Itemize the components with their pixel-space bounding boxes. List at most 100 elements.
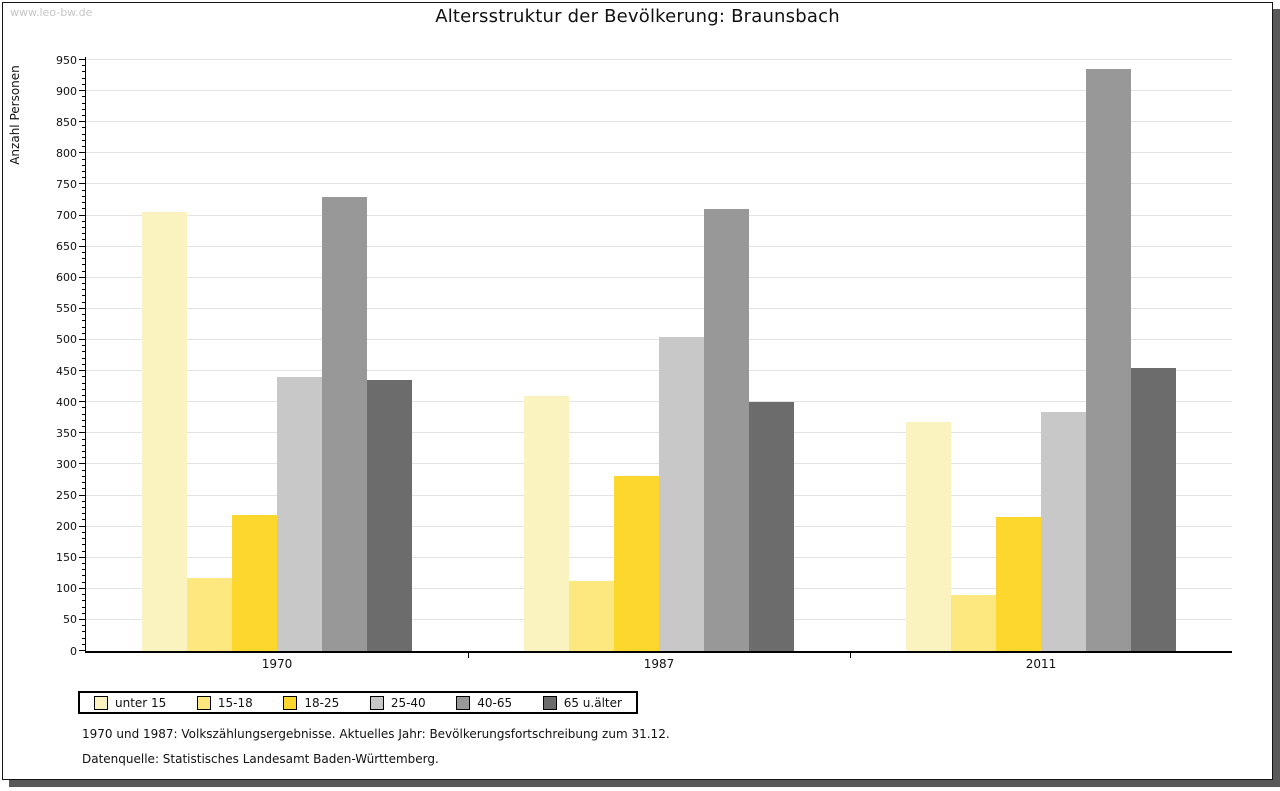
y-tick-label: 300: [56, 457, 77, 471]
y-tick-minor: [82, 202, 86, 204]
bar: [322, 196, 367, 651]
legend-item: unter 15: [94, 695, 167, 710]
y-tick-major: [79, 494, 86, 496]
y-tick-minor: [82, 388, 86, 390]
y-tick-label: 350: [56, 426, 77, 440]
y-tick-label: 800: [56, 146, 77, 160]
y-tick-minor: [82, 139, 86, 141]
y-tick-minor: [82, 482, 86, 483]
y-tick-minor: [82, 469, 86, 471]
y-tick-minor: [82, 575, 86, 577]
y-tick-minor: [82, 171, 86, 172]
legend-item: 25-40: [369, 695, 426, 710]
bar: [277, 377, 322, 651]
bar: [614, 475, 659, 651]
y-axis-label: Anzahl Personen: [8, 65, 22, 165]
x-boundary-tick: [850, 651, 851, 658]
y-tick-minor: [82, 612, 86, 614]
y-tick-major: [79, 59, 86, 60]
y-gridline: [86, 152, 1232, 154]
bar: [749, 402, 794, 651]
y-tick-minor: [82, 444, 86, 446]
y-tick-minor: [82, 544, 86, 546]
y-tick-label: 700: [56, 209, 77, 222]
y-tick-minor: [82, 270, 86, 272]
legend-swatch: [456, 695, 471, 710]
plot-area: 0 50 100 150 200 250 300 350 400 450 500 550 600 650 7…: [56, 54, 1232, 671]
footnote-data-source: Datenquelle: Statistisches Landesamt Bad…: [82, 752, 439, 766]
y-tick-minor: [82, 108, 86, 110]
y-tick-minor: [82, 295, 86, 297]
y-tick-minor: [82, 239, 86, 241]
bar: [951, 595, 996, 651]
y-tick-label: 950: [56, 53, 77, 67]
y-tick-label: 500: [56, 333, 77, 347]
y-tick-label: 600: [56, 271, 77, 285]
y-tick-major: [79, 276, 86, 278]
y-tick-minor: [82, 506, 86, 508]
y-tick-major: [79, 152, 86, 154]
y-tick-minor: [82, 208, 86, 210]
y-tick-minor: [82, 264, 86, 266]
y-tick-minor: [82, 251, 86, 253]
y-tick-major: [79, 183, 86, 185]
y-tick-major: [79, 90, 86, 92]
y-tick-label: 450: [56, 364, 77, 378]
y-tick-minor: [82, 382, 86, 384]
y-tick-minor: [82, 115, 86, 116]
y-tick-minor: [82, 227, 86, 228]
legend-label: 65 u.älter: [563, 695, 622, 710]
y-tick-minor: [82, 189, 86, 191]
bar: [1086, 69, 1131, 651]
y-tick-minor: [82, 643, 86, 645]
y-tick-minor: [82, 500, 86, 502]
y-tick-label: 200: [56, 520, 77, 534]
bar: [367, 380, 412, 651]
y-tick-major: [79, 401, 86, 403]
y-tick-minor: [82, 600, 86, 602]
y-tick-minor: [82, 513, 86, 515]
y-gridline: [86, 183, 1232, 185]
y-tick-minor: [82, 258, 86, 260]
y-tick-minor: [82, 320, 86, 322]
legend-item: 65 u.älter: [542, 695, 622, 710]
legend-label: 40-65: [477, 695, 513, 710]
y-tick-label: 150: [56, 551, 77, 565]
bar: [659, 336, 704, 651]
y-tick-minor: [82, 475, 86, 477]
legend-swatch: [196, 695, 211, 710]
bar: [524, 395, 569, 651]
y-tick-minor: [82, 419, 86, 421]
legend-swatch: [542, 695, 557, 710]
chart-title: Altersstruktur der Bevölkerung: Braunsba…: [435, 6, 840, 27]
y-tick-major: [79, 587, 86, 589]
y-tick-minor: [82, 77, 86, 79]
y-gridline: [86, 121, 1232, 123]
y-tick-minor: [82, 65, 86, 67]
y-tick-minor: [82, 102, 86, 104]
y-tick-minor: [82, 550, 86, 552]
y-tick-minor: [82, 538, 86, 539]
legend-label: unter 15: [115, 695, 167, 710]
y-tick-minor: [82, 594, 86, 595]
y-tick-label: 900: [56, 84, 77, 98]
legend-item: 40-65: [456, 695, 513, 710]
y-tick-minor: [82, 631, 86, 633]
legend-item: 18-25: [283, 695, 339, 710]
y-tick-label: 550: [56, 302, 77, 316]
y-tick-major: [79, 121, 86, 123]
legend-swatch: [369, 695, 384, 710]
y-gridline: [86, 245, 1232, 247]
y-tick-label: 100: [56, 582, 77, 596]
bar: [187, 577, 232, 651]
chart-frame: www.leo-bw.de Altersstruktur der Bevölke…: [2, 2, 1273, 780]
y-gridline: [86, 276, 1232, 278]
y-tick-minor: [82, 127, 86, 129]
y-tick-label: 850: [56, 115, 77, 129]
y-tick-major: [79, 338, 86, 340]
bar-group: 1970: [86, 57, 468, 671]
x-boundary-tick: [468, 651, 469, 658]
y-tick-minor: [82, 220, 86, 222]
y-tick-minor: [82, 625, 86, 627]
x-category-label: 1987: [643, 657, 675, 671]
